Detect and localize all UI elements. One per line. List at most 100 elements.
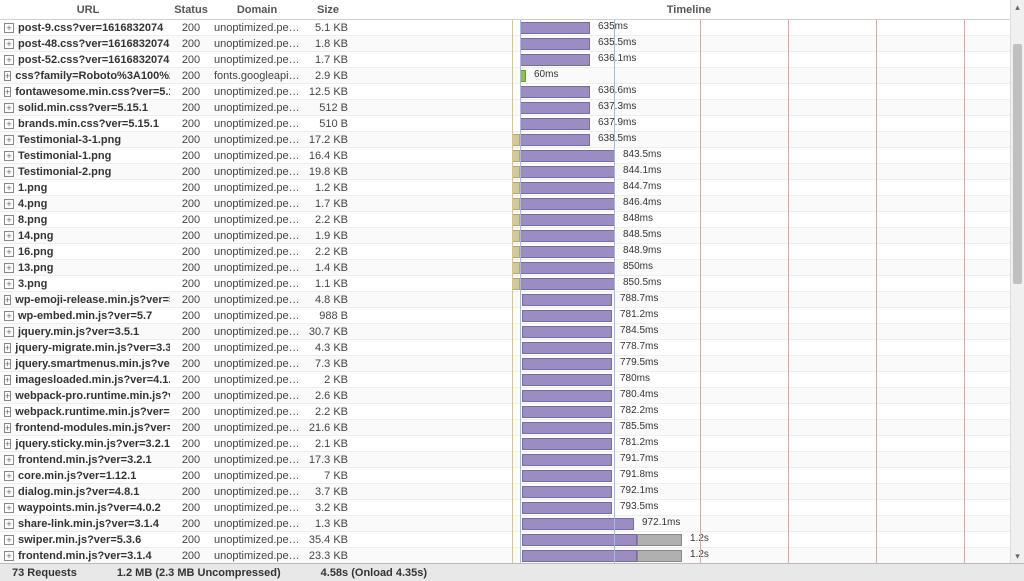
table-row[interactable]: +wp-embed.min.js?ver=5.7200unoptimized.p…	[0, 308, 1024, 324]
table-row[interactable]: +4.png200unoptimized.perfect...1.7 KB846…	[0, 196, 1024, 212]
cell-url[interactable]: +16.png	[0, 246, 170, 258]
table-row[interactable]: +core.min.js?ver=1.12.1200unoptimized.pe…	[0, 468, 1024, 484]
table-row[interactable]: +13.png200unoptimized.perfect...1.4 KB85…	[0, 260, 1024, 276]
header-size[interactable]: Size	[302, 4, 354, 16]
cell-url[interactable]: +3.png	[0, 278, 170, 290]
expand-icon[interactable]: +	[4, 23, 14, 33]
cell-url[interactable]: +8.png	[0, 214, 170, 226]
header-url[interactable]: URL	[0, 4, 170, 16]
table-row[interactable]: +frontend.min.js?ver=3.2.1200unoptimized…	[0, 452, 1024, 468]
cell-url[interactable]: +post-9.css?ver=1616832074	[0, 22, 170, 34]
table-row[interactable]: +post-48.css?ver=1616832074200unoptimize…	[0, 36, 1024, 52]
expand-icon[interactable]: +	[4, 535, 14, 545]
expand-icon[interactable]: +	[4, 343, 11, 353]
cell-url[interactable]: +1.png	[0, 182, 170, 194]
expand-icon[interactable]: +	[4, 151, 14, 161]
expand-icon[interactable]: +	[4, 375, 11, 385]
table-row[interactable]: +css?family=Roboto%3A100%2C...200fonts.g…	[0, 68, 1024, 84]
cell-url[interactable]: +Testimonial-1.png	[0, 150, 170, 162]
cell-url[interactable]: +css?family=Roboto%3A100%2C...	[0, 70, 170, 82]
cell-url[interactable]: +post-48.css?ver=1616832074	[0, 38, 170, 50]
expand-icon[interactable]: +	[4, 279, 14, 289]
cell-url[interactable]: +swiper.min.js?ver=5.3.6	[0, 534, 170, 546]
expand-icon[interactable]: +	[4, 103, 14, 113]
expand-icon[interactable]: +	[4, 71, 11, 81]
expand-icon[interactable]: +	[4, 295, 11, 305]
cell-url[interactable]: +webpack-pro.runtime.min.js?v...	[0, 390, 170, 402]
vertical-scrollbar[interactable]: ▴ ▾	[1010, 0, 1024, 563]
table-row[interactable]: +Testimonial-3-1.png200unoptimized.perfe…	[0, 132, 1024, 148]
expand-icon[interactable]: +	[4, 231, 14, 241]
expand-icon[interactable]: +	[4, 503, 14, 513]
table-row[interactable]: +post-52.css?ver=1616832074200unoptimize…	[0, 52, 1024, 68]
cell-url[interactable]: +post-52.css?ver=1616832074	[0, 54, 170, 66]
cell-url[interactable]: +jquery.sticky.min.js?ver=3.2.1	[0, 438, 170, 450]
table-row[interactable]: +jquery.min.js?ver=3.5.1200unoptimized.p…	[0, 324, 1024, 340]
expand-icon[interactable]: +	[4, 359, 11, 369]
expand-icon[interactable]: +	[4, 519, 14, 529]
expand-icon[interactable]: +	[4, 87, 11, 97]
table-row[interactable]: +8.png200unoptimized.perfect...2.2 KB848…	[0, 212, 1024, 228]
expand-icon[interactable]: +	[4, 327, 14, 337]
expand-icon[interactable]: +	[4, 119, 14, 129]
expand-icon[interactable]: +	[4, 423, 11, 433]
header-status[interactable]: Status	[170, 4, 212, 16]
cell-url[interactable]: +jquery-migrate.min.js?ver=3.3.2	[0, 342, 170, 354]
expand-icon[interactable]: +	[4, 199, 14, 209]
cell-url[interactable]: +frontend.min.js?ver=3.2.1	[0, 454, 170, 466]
cell-url[interactable]: +wp-emoji-release.min.js?ver=5.7	[0, 294, 170, 306]
cell-url[interactable]: +imagesloaded.min.js?ver=4.1.4	[0, 374, 170, 386]
expand-icon[interactable]: +	[4, 455, 14, 465]
expand-icon[interactable]: +	[4, 391, 11, 401]
table-row[interactable]: +Testimonial-1.png200unoptimized.perfect…	[0, 148, 1024, 164]
expand-icon[interactable]: +	[4, 55, 14, 65]
header-domain[interactable]: Domain	[212, 4, 302, 16]
cell-url[interactable]: +Testimonial-2.png	[0, 166, 170, 178]
cell-url[interactable]: +14.png	[0, 230, 170, 242]
expand-icon[interactable]: +	[4, 439, 11, 449]
scroll-down-icon[interactable]: ▾	[1011, 549, 1024, 563]
expand-icon[interactable]: +	[4, 471, 14, 481]
expand-icon[interactable]: +	[4, 263, 14, 273]
table-row[interactable]: +imagesloaded.min.js?ver=4.1.4200unoptim…	[0, 372, 1024, 388]
expand-icon[interactable]: +	[4, 407, 11, 417]
cell-url[interactable]: +jquery.smartmenus.min.js?ver...	[0, 358, 170, 370]
table-row[interactable]: +14.png200unoptimized.perfect...1.9 KB84…	[0, 228, 1024, 244]
expand-icon[interactable]: +	[4, 167, 14, 177]
table-row[interactable]: +jquery.smartmenus.min.js?ver...200unopt…	[0, 356, 1024, 372]
table-row[interactable]: +webpack-pro.runtime.min.js?v...200unopt…	[0, 388, 1024, 404]
cell-url[interactable]: +frontend.min.js?ver=3.1.4	[0, 550, 170, 562]
expand-icon[interactable]: +	[4, 183, 14, 193]
expand-icon[interactable]: +	[4, 215, 14, 225]
table-row[interactable]: +dialog.min.js?ver=4.8.1200unoptimized.p…	[0, 484, 1024, 500]
cell-url[interactable]: +share-link.min.js?ver=3.1.4	[0, 518, 170, 530]
expand-icon[interactable]: +	[4, 247, 14, 257]
cell-url[interactable]: +dialog.min.js?ver=4.8.1	[0, 486, 170, 498]
expand-icon[interactable]: +	[4, 39, 14, 49]
expand-icon[interactable]: +	[4, 551, 14, 561]
cell-url[interactable]: +13.png	[0, 262, 170, 274]
table-row[interactable]: +jquery-migrate.min.js?ver=3.3.2200unopt…	[0, 340, 1024, 356]
header-timeline[interactable]: Timeline	[354, 4, 1024, 16]
table-row[interactable]: +jquery.sticky.min.js?ver=3.2.1200unopti…	[0, 436, 1024, 452]
expand-icon[interactable]: +	[4, 135, 14, 145]
cell-url[interactable]: +wp-embed.min.js?ver=5.7	[0, 310, 170, 322]
cell-url[interactable]: +fontawesome.min.css?ver=5.1...	[0, 86, 170, 98]
scroll-thumb[interactable]	[1013, 44, 1022, 284]
expand-icon[interactable]: +	[4, 487, 14, 497]
expand-icon[interactable]: +	[4, 311, 14, 321]
table-row[interactable]: +share-link.min.js?ver=3.1.4200unoptimiz…	[0, 516, 1024, 532]
table-row[interactable]: +3.png200unoptimized.perfect...1.1 KB850…	[0, 276, 1024, 292]
table-row[interactable]: +16.png200unoptimized.perfect...2.2 KB84…	[0, 244, 1024, 260]
cell-url[interactable]: +solid.min.css?ver=5.15.1	[0, 102, 170, 114]
table-row[interactable]: +webpack.runtime.min.js?ver=3...200unopt…	[0, 404, 1024, 420]
table-row[interactable]: +1.png200unoptimized.perfect...1.2 KB844…	[0, 180, 1024, 196]
table-row[interactable]: +frontend.min.js?ver=3.1.4200unoptimized…	[0, 548, 1024, 563]
table-row[interactable]: +brands.min.css?ver=5.15.1200unoptimized…	[0, 116, 1024, 132]
cell-url[interactable]: +waypoints.min.js?ver=4.0.2	[0, 502, 170, 514]
cell-url[interactable]: +webpack.runtime.min.js?ver=3...	[0, 406, 170, 418]
cell-url[interactable]: +Testimonial-3-1.png	[0, 134, 170, 146]
table-row[interactable]: +frontend-modules.min.js?ver=...200unopt…	[0, 420, 1024, 436]
table-row[interactable]: +post-9.css?ver=1616832074200unoptimized…	[0, 20, 1024, 36]
table-row[interactable]: +swiper.min.js?ver=5.3.6200unoptimized.p…	[0, 532, 1024, 548]
